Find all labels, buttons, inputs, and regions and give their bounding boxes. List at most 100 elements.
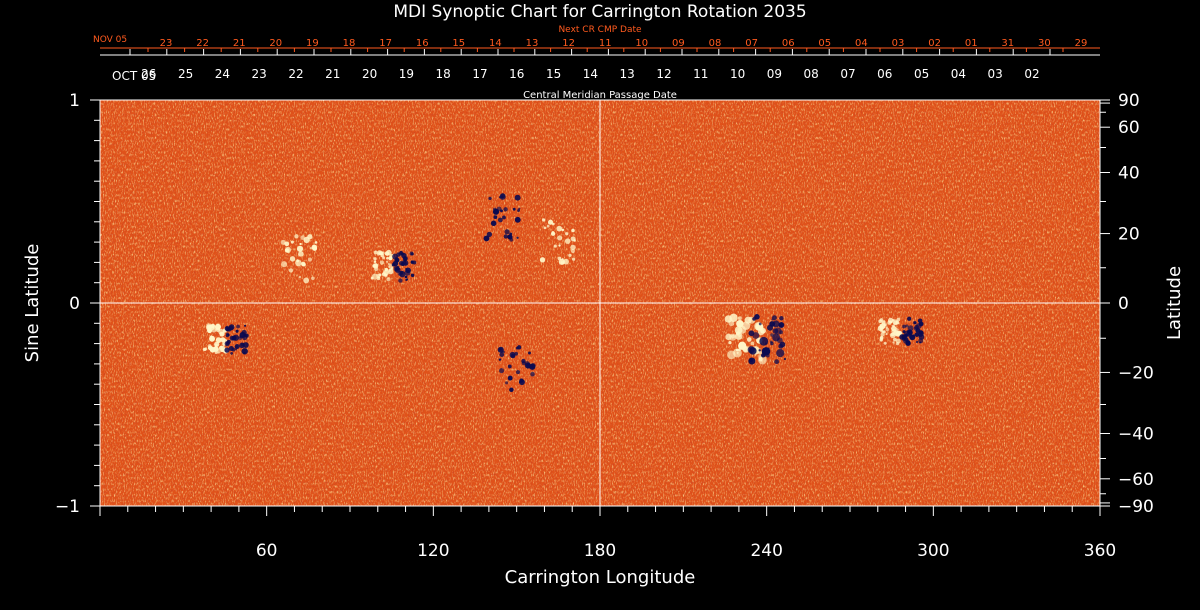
flux-spot [737, 316, 742, 321]
flux-spot [551, 231, 555, 235]
cmp-day-label: 22 [288, 67, 303, 81]
flux-spot [385, 260, 389, 263]
y-tick-label-right: 90 [1118, 91, 1140, 111]
flux-spot [913, 321, 917, 325]
active-region [724, 313, 787, 365]
next-cmp-day-label: 12 [562, 38, 575, 49]
flux-spot [214, 350, 218, 355]
y-tick-label-right: 0 [1118, 294, 1129, 314]
flux-spot [207, 328, 213, 334]
flux-spot [215, 337, 222, 343]
next-cmp-day-label: 11 [599, 38, 612, 49]
flux-spot [296, 245, 304, 252]
flux-spot [881, 330, 885, 334]
flux-spot [770, 341, 774, 346]
flux-spot [556, 225, 563, 232]
flux-spot [517, 209, 520, 212]
flux-spot [915, 340, 919, 344]
next-cmp-day-label: 31 [1001, 38, 1014, 49]
flux-spot [307, 257, 313, 262]
flux-spot [521, 358, 526, 364]
y-tick-label-right: −60 [1118, 470, 1154, 490]
flux-spot [758, 322, 762, 326]
cmp-day-label: 18 [436, 67, 451, 81]
flux-spot [528, 351, 531, 355]
flux-spot [883, 323, 887, 327]
y-tick-label-left: −1 [55, 497, 80, 517]
flux-spot [749, 358, 753, 363]
flux-spot [208, 324, 213, 329]
next-cmp-day-label: 05 [818, 38, 831, 49]
flux-spot [311, 244, 318, 251]
flux-spot [502, 215, 506, 220]
flux-spot [734, 326, 743, 335]
flux-spot [377, 250, 382, 255]
flux-spot [546, 224, 550, 228]
next-cmp-day-label: 16 [416, 38, 429, 49]
flux-spot [530, 363, 536, 369]
axes: 60 120 180 240 300 36010−1906040200−20−40−60−… [55, 35, 1154, 561]
flux-spot [500, 209, 503, 213]
flux-spot [738, 334, 741, 338]
flux-spot [879, 327, 883, 331]
cmp-day-label: 14 [583, 67, 598, 81]
flux-spot [891, 325, 897, 332]
active-region [497, 345, 536, 393]
flux-spot [783, 357, 787, 361]
flux-spot [303, 236, 310, 244]
cmp-day-label: 05 [914, 67, 929, 81]
y-tick-label-right: 40 [1118, 164, 1140, 184]
flux-spot [386, 277, 391, 282]
flux-spot [902, 324, 906, 329]
flux-spot [373, 250, 378, 255]
flux-spot [497, 346, 504, 353]
flux-spot [224, 347, 230, 353]
flux-spot [880, 332, 885, 337]
flux-spot [504, 229, 510, 235]
flux-spot [746, 337, 752, 342]
flux-spot [405, 278, 408, 282]
next-cmp-day-label: 09 [672, 38, 685, 49]
flux-spot [388, 256, 393, 261]
next-cmp-day-label: 10 [635, 38, 648, 49]
flux-spot [299, 242, 302, 246]
flux-spot [503, 207, 508, 212]
flux-spot [728, 340, 732, 345]
cmp-day-label: 13 [620, 67, 635, 81]
flux-spot [483, 235, 490, 242]
cmp-day-label: 04 [951, 67, 966, 81]
flux-spot [214, 323, 222, 330]
next-cmp-day-label: 22 [196, 38, 209, 49]
flux-spot [914, 332, 920, 337]
flux-spot [394, 267, 401, 273]
flux-spot [742, 346, 749, 352]
flux-spot [410, 260, 414, 264]
next-cmp-axis-label: Next CR CMP Date [558, 25, 642, 35]
flux-spot [879, 336, 884, 340]
flux-spot [774, 327, 782, 335]
flux-spot [373, 260, 377, 264]
next-cmp-day-label: 23 [160, 38, 173, 49]
next-cmp-day-label: 06 [782, 38, 795, 49]
flux-spot [904, 333, 909, 338]
flux-spot [384, 267, 389, 272]
flux-spot [399, 270, 406, 278]
cmp-day-label: 23 [252, 67, 267, 81]
flux-spot [498, 196, 502, 199]
flux-spot [918, 338, 924, 344]
next-cmp-day-label: 19 [306, 38, 319, 49]
cmp-day-label: 12 [656, 67, 671, 81]
flux-spot [547, 219, 554, 225]
y-axis-title-right: Latitude [1164, 266, 1185, 340]
flux-spot [755, 323, 764, 331]
flux-spot [281, 261, 288, 268]
flux-spot [553, 244, 557, 248]
flux-spot [409, 251, 414, 256]
flux-spot [776, 337, 783, 344]
flux-spot [779, 341, 786, 348]
flux-spot [893, 320, 898, 326]
active-region [370, 249, 417, 283]
flux-spot [399, 250, 403, 255]
cmp-day-label: 08 [804, 67, 819, 81]
